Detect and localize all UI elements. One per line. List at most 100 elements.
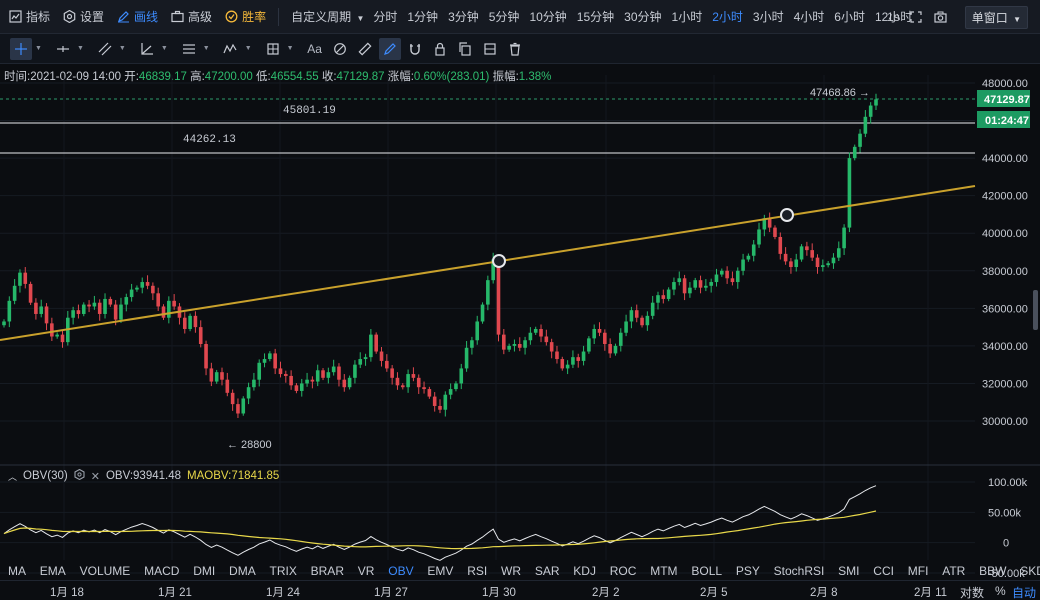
candle-body: [587, 338, 591, 352]
winrate-button[interactable]: 胜率: [224, 8, 266, 25]
indicator-tab-ema[interactable]: EMA: [39, 564, 66, 578]
indicator-tab-smi[interactable]: SMI: [838, 564, 860, 578]
collapse-icon[interactable]: ︿: [8, 471, 18, 482]
auto-scale-toggle[interactable]: 自动: [1012, 586, 1037, 600]
candle-body: [810, 250, 814, 258]
caret-down-icon[interactable]: ▼: [118, 45, 126, 52]
candle-body: [523, 340, 527, 348]
caret-down-icon[interactable]: ▼: [35, 45, 42, 52]
indicator-tab-boll[interactable]: BOLL: [691, 564, 723, 578]
candle-body: [92, 302, 97, 307]
caret-down-icon[interactable]: ▼: [76, 45, 84, 52]
amplitude-value: 1.38%: [518, 71, 552, 83]
period-4[interactable]: 10分钟: [529, 10, 567, 24]
indicator-tab-volume[interactable]: VOLUME: [79, 564, 131, 578]
period-12[interactable]: 12小时: [874, 10, 913, 24]
parallel-channel-tool-icon[interactable]: [94, 38, 116, 60]
indicator-tab-sar[interactable]: SAR: [534, 564, 560, 578]
eraser-tool-icon[interactable]: [329, 38, 351, 60]
candle-body: [549, 342, 554, 352]
indicator-tab-kdj[interactable]: KDJ: [573, 564, 596, 578]
indicator-tab-vr[interactable]: VR: [357, 564, 375, 578]
caret-down-icon[interactable]: ▼: [286, 45, 294, 52]
period-2[interactable]: 3分钟: [448, 10, 479, 24]
indicator-tab-psy[interactable]: PSY: [735, 564, 760, 578]
price-scrollbar[interactable]: [1033, 290, 1038, 330]
advanced-label: 高级: [188, 10, 213, 24]
period-0[interactable]: 分时: [373, 10, 398, 24]
indicator-tab-ma[interactable]: MA: [8, 564, 26, 578]
indicator-tab-brar[interactable]: BRAR: [310, 564, 344, 578]
interval-1s[interactable]: 1s: [887, 10, 900, 24]
indicator-tab-dmi[interactable]: DMI: [193, 564, 216, 578]
log-scale-toggle[interactable]: 对数: [960, 586, 985, 600]
indicator-tab-obv[interactable]: OBV: [388, 564, 414, 578]
advanced-button[interactable]: 高级: [170, 8, 212, 25]
rectangle-tool-icon[interactable]: [262, 38, 284, 60]
period-6[interactable]: 30分钟: [624, 10, 662, 24]
trendline-anchor-1[interactable]: [492, 254, 506, 268]
close-icon[interactable]: ✕: [90, 470, 100, 483]
layers-icon[interactable]: [479, 38, 501, 60]
period-9[interactable]: 3小时: [752, 10, 784, 24]
indicator-tab-stochrsi[interactable]: StochRSI: [773, 564, 825, 578]
caret-down-icon[interactable]: ▼: [202, 45, 210, 52]
indicator-tab-dma[interactable]: DMA: [229, 564, 256, 578]
indicator-tab-mtm[interactable]: MTM: [650, 564, 678, 578]
lock-icon[interactable]: [429, 38, 451, 60]
obv-tick: 50.00k: [988, 507, 1022, 519]
period-3[interactable]: 5分钟: [488, 10, 520, 24]
candle-body: [464, 347, 469, 369]
indicator-tab-skdj[interactable]: SKDJ: [1020, 564, 1040, 578]
trash-icon[interactable]: [504, 38, 526, 60]
indicator-tab-bbw[interactable]: BBW: [979, 564, 1007, 578]
copy-icon[interactable]: [454, 38, 476, 60]
fibonacci-tool-icon[interactable]: [178, 38, 200, 60]
candle-body: [214, 372, 219, 382]
indicator-tab-rsi[interactable]: RSI: [467, 564, 488, 578]
wave-tool-icon[interactable]: [220, 38, 242, 60]
period-11[interactable]: 6小时: [834, 10, 865, 24]
candle-body: [688, 287, 692, 294]
expand-icon[interactable]: [905, 6, 927, 28]
caret-down-icon[interactable]: ▼: [244, 45, 252, 52]
period-8[interactable]: 2小时: [712, 10, 743, 24]
percent-scale-toggle[interactable]: %: [995, 584, 1006, 598]
indicator-tab-wr[interactable]: WR: [501, 564, 522, 578]
caret-down-icon[interactable]: ▼: [160, 45, 168, 52]
candle-body: [119, 304, 123, 320]
draw-button[interactable]: 画线: [116, 8, 158, 25]
candle-body: [847, 158, 852, 228]
camera-icon[interactable]: [930, 6, 952, 28]
text-tool-icon[interactable]: Aa: [307, 41, 322, 56]
horizontal-line-tool-icon[interactable]: [52, 38, 74, 60]
indicator-tab-roc[interactable]: ROC: [609, 564, 637, 578]
period-10[interactable]: 4小时: [793, 10, 825, 24]
draw-mode-icon[interactable]: [378, 37, 401, 60]
indicator-tab-mfi[interactable]: MFI: [907, 564, 929, 578]
price-chart[interactable]: 45801.19 44262.13 47468.86 → ← 28800 480…: [0, 64, 1040, 580]
custom-period-dropdown[interactable]: 自定义周期 ▼: [291, 8, 364, 25]
period-5[interactable]: 15分钟: [576, 10, 615, 24]
candle-body: [640, 317, 644, 326]
settings-button[interactable]: 设置: [62, 8, 104, 25]
magnet-icon[interactable]: [404, 38, 426, 60]
settings-gear-icon[interactable]: [74, 468, 85, 483]
indicator-tab-emv[interactable]: EMV: [427, 564, 454, 578]
candle-body: [571, 357, 575, 365]
crosshair-tool-icon[interactable]: [10, 37, 32, 60]
indicator-tab-macd[interactable]: MACD: [144, 564, 180, 578]
trendline-anchor-2[interactable]: [780, 208, 794, 222]
angle-tool-icon[interactable]: [136, 38, 158, 60]
candle-body: [369, 334, 373, 358]
indicator-tab-atr[interactable]: ATR: [942, 564, 966, 578]
indicator-tab-cci[interactable]: CCI: [873, 564, 894, 578]
ruler-tool-icon[interactable]: [354, 38, 376, 60]
winrate-label: 胜率: [242, 10, 267, 24]
window-mode-select[interactable]: 单窗口 ▼: [964, 5, 1028, 29]
trendline[interactable]: [0, 185, 976, 341]
indicator-tab-trix[interactable]: TRIX: [269, 564, 297, 578]
period-7[interactable]: 1小时: [671, 10, 703, 24]
indicators-button[interactable]: 指标: [8, 8, 50, 25]
period-1[interactable]: 1分钟: [407, 10, 439, 24]
